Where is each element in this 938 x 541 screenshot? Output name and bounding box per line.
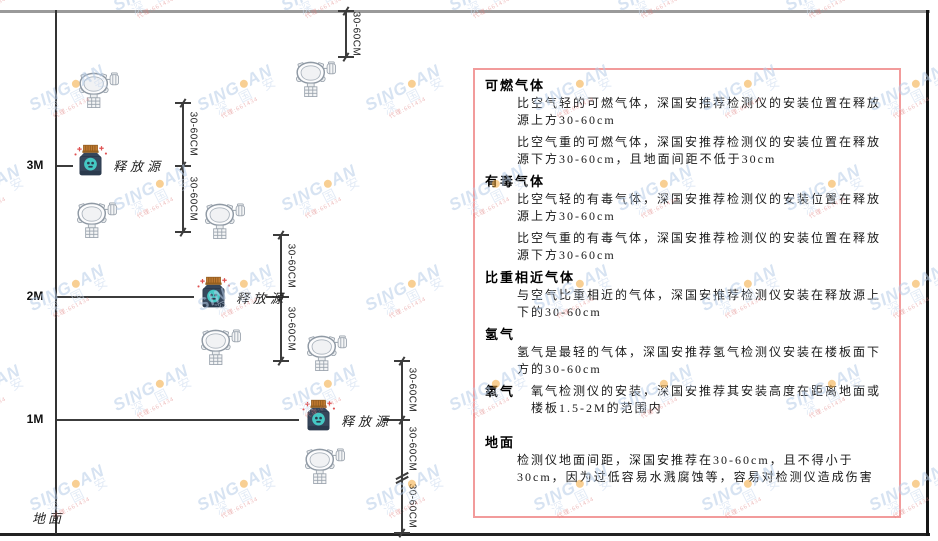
dimension-label: 30-60CM (406, 483, 418, 529)
release-source-icon (71, 143, 110, 185)
dimension-tick (175, 102, 191, 104)
height-label: 1M (26, 412, 44, 426)
gas-detector-icon (200, 327, 243, 371)
height-label: 3M (26, 158, 44, 172)
right-wall-line (926, 10, 929, 536)
panel-paragraph: 氢气是最轻的气体，深国安推荐氢气检测仪安装在楼板面下方的30-60cm (517, 345, 882, 376)
dimension-tick (394, 419, 410, 421)
ground-line (0, 533, 930, 536)
release-source-label: 释放源 (113, 159, 165, 174)
dimension-tick (394, 532, 410, 534)
level-line (383, 419, 402, 421)
info-panel: 可燃气体比空气轻的可燃气体，深国安推荐检测仪的安装位置在释放源上方30-60cm… (473, 68, 901, 518)
panel-section: 地面 检测仪地面间距，深国安推荐在30-60cm，且不得小于30cm，因为过低容易… (485, 434, 887, 486)
dimension-line (345, 11, 347, 57)
dimension-tick (273, 296, 289, 298)
level-line (57, 296, 194, 298)
gas-detector-icon (76, 200, 119, 244)
panel-paragraph: 比空气轻的有毒气体，深国安推荐检测仪的安装位置在释放源上方30-60cm (517, 192, 882, 223)
dimension-tick (175, 165, 191, 167)
dimension-tick (394, 360, 410, 362)
panel-paragraph: 检测仪地面间距，深国安推荐在30-60cm，且不得小于30cm，因为过低容易水溅… (517, 453, 874, 484)
height-label: 2M (26, 289, 44, 303)
release-source-label: 释放源 (236, 291, 288, 306)
dimension-tick (175, 231, 191, 233)
panel-section-heading: 可燃气体 (485, 78, 546, 93)
dimension-line (182, 103, 184, 232)
dimension-label: 30-60CM (350, 11, 362, 57)
dimension-tick (273, 360, 289, 362)
dimension-line (280, 235, 282, 361)
dimension-tick (338, 10, 354, 12)
panel-section-heading: 有毒气体 (485, 174, 546, 189)
dimension-line (401, 361, 403, 533)
height-axis (55, 10, 57, 534)
dimension-label: 30-60CM (187, 111, 199, 157)
level-line (57, 419, 299, 421)
dimension-label: 30-60CM (406, 367, 418, 413)
dimension-tick (273, 234, 289, 236)
panel-section-heading: 地面 (485, 435, 516, 450)
release-source-icon (299, 398, 338, 440)
panel-section: 氧气 氧气检测仪的安装，深国安推荐其安装高度在距离地面或楼板1.5-2M的范围内 (485, 383, 887, 422)
gas-detector-icon (304, 446, 347, 490)
dimension-tick (338, 56, 354, 58)
panel-section-heading: 比重相近气体 (485, 270, 576, 285)
gas-detector-icon (306, 333, 349, 377)
ground-label: 地面 (32, 511, 65, 526)
panel-paragraph: 比空气轻的可燃气体，深国安推荐检测仪的安装位置在释放源上方30-60cm (517, 96, 882, 127)
panel-section-heading: 氧气 (485, 384, 516, 399)
panel-section: 氢气 氢气是最轻的气体，深国安推荐氢气检测仪安装在楼板面下方的30-60cm (485, 326, 887, 378)
panel-paragraph: 氧气检测仪的安装，深国安推荐其安装高度在距离地面或楼板1.5-2M的范围内 (531, 384, 882, 415)
release-source-icon (194, 275, 233, 317)
release-source-label: 释放源 (341, 414, 393, 429)
panel-paragraph: 与空气比重相近的气体，深国安推荐检测仪安装在释放源上下的30-60cm (517, 288, 882, 319)
level-line (57, 165, 73, 167)
panel-section: 比重相近气体与空气比重相近的气体，深国安推荐检测仪安装在释放源上下的30-60c… (485, 269, 887, 321)
dimension-label: 30-60CM (187, 176, 199, 222)
dimension-label: 30-60CM (285, 243, 297, 289)
panel-section: 可燃气体比空气轻的可燃气体，深国安推荐检测仪的安装位置在释放源上方30-60cm… (485, 77, 887, 168)
panel-section-heading: 氢气 (485, 327, 516, 342)
gas-detector-icon (78, 70, 121, 114)
panel-paragraph: 比空气重的有毒气体，深国安推荐检测仪的安装位置在释放源下方30-60cm (517, 231, 882, 262)
gas-detector-icon (295, 59, 338, 103)
panel-paragraph: 比空气重的可燃气体，深国安推荐检测仪的安装位置在释放源下方30-60cm，且地面… (517, 135, 882, 166)
dimension-label: 30-60CM (406, 426, 418, 472)
panel-section: 有毒气体比空气轻的有毒气体，深国安推荐检测仪的安装位置在释放源上方30-60cm… (485, 173, 887, 264)
ceiling-line (0, 10, 930, 13)
gas-detector-icon (204, 201, 247, 245)
dimension-label: 30-60CM (285, 306, 297, 352)
